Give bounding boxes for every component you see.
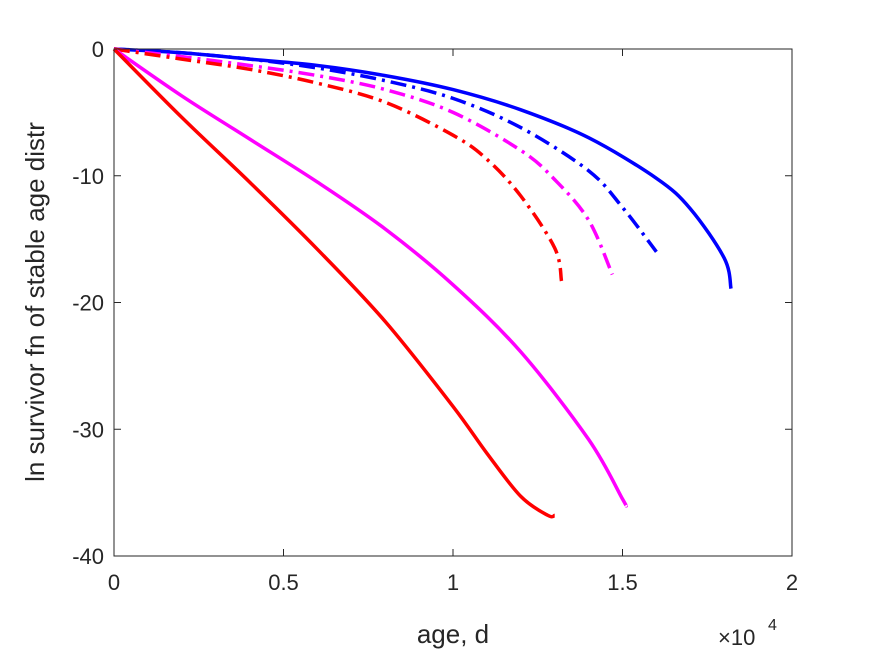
x-tick-label: 2 [786, 570, 798, 595]
y-tick-label: -40 [72, 544, 104, 569]
x-tick-label: 1.5 [607, 570, 638, 595]
y-tick-label: 0 [92, 37, 104, 62]
plot-area [114, 49, 792, 556]
x-exponent-label: ×10 [718, 625, 755, 650]
x-tick-label: 1 [447, 570, 459, 595]
series-line-6 [112, 47, 556, 519]
y-tick-label: -20 [72, 291, 104, 316]
series-line-2 [113, 47, 658, 253]
x-tick-label: 0 [108, 570, 120, 595]
series-line-3 [113, 47, 614, 276]
series-line-5 [113, 47, 629, 508]
x-exponent-power: 4 [768, 617, 777, 634]
y-axis-label: ln survivor fn of stable age distr [20, 122, 50, 482]
series-layer [112, 47, 733, 519]
tick-layer: 0 0.5 1 1.5 2 0 -10 -20 -30 -40 [72, 37, 798, 595]
y-tick-label: -10 [72, 164, 104, 189]
series-line-4 [113, 47, 564, 282]
x-tick-label: 0.5 [268, 570, 299, 595]
x-axis-label: age, d [417, 619, 489, 649]
y-tick-label: -30 [72, 417, 104, 442]
